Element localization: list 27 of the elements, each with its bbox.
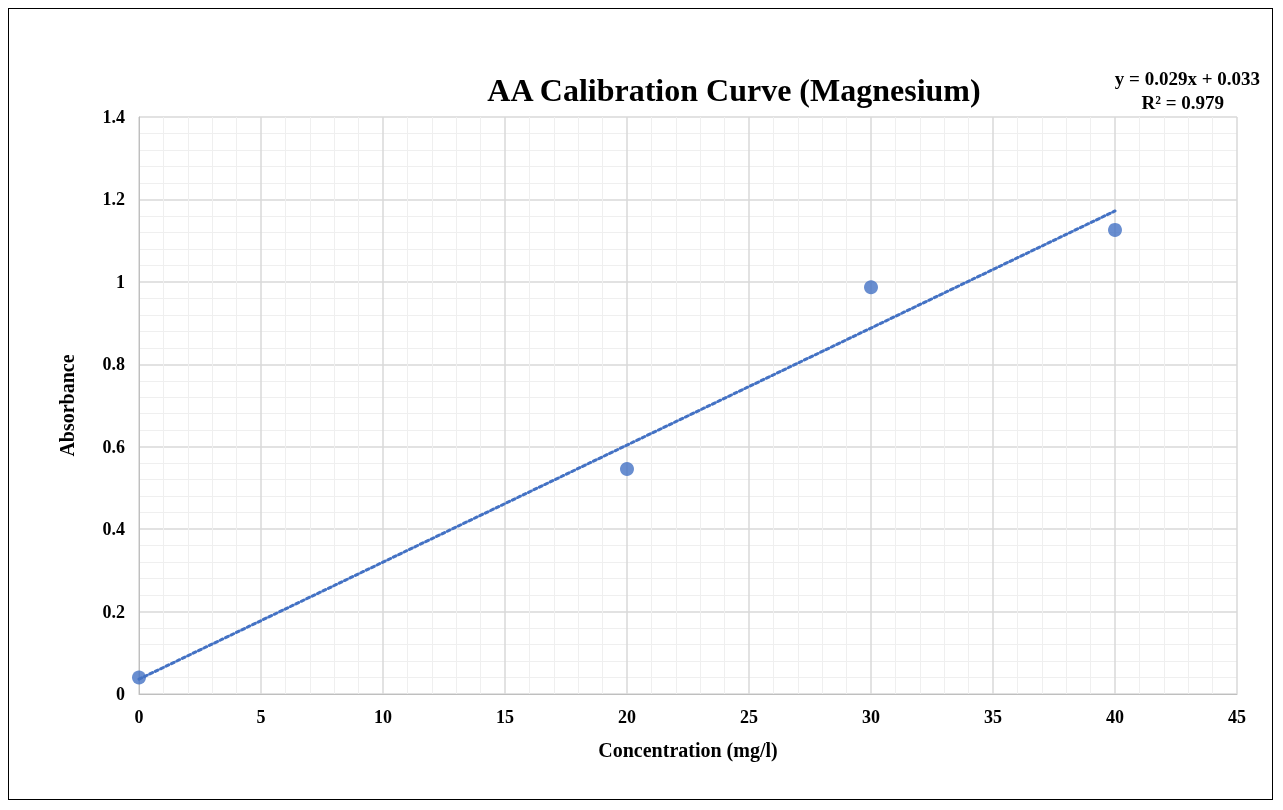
- x-tick-label: 15: [496, 707, 514, 727]
- text: R² = 0.979: [1141, 92, 1225, 113]
- x-tick-label: 5: [256, 707, 266, 727]
- y-tick-label: 0.6: [102, 436, 125, 457]
- x-tick-label: 10: [374, 707, 392, 727]
- text: y = 0.029x + 0.033: [1114, 68, 1260, 89]
- y-axis-title: Absorbance: [56, 354, 78, 457]
- x-tick-label: 45: [1228, 707, 1246, 727]
- x-axis-title: Concentration (mg/l): [598, 739, 778, 762]
- y-tick-label: 0.4: [102, 519, 125, 540]
- y-tick-label: 1: [116, 271, 125, 292]
- point: [1108, 222, 1122, 237]
- x-tick-label: 35: [984, 707, 1002, 727]
- point: [132, 670, 146, 685]
- x-tick-label: 25: [740, 707, 758, 727]
- y-tick-label: 0: [116, 684, 125, 704]
- x-tick-label: 20: [618, 707, 636, 727]
- y-tick-label: 1.4: [102, 107, 125, 127]
- x-tick-label: 40: [1106, 707, 1124, 727]
- y-tick-label: 1.2: [102, 189, 125, 210]
- point: [864, 280, 878, 295]
- x-tick-label: 0: [134, 707, 144, 727]
- x-tick-label: 30: [862, 707, 880, 727]
- y-tick-label: 0.2: [102, 601, 125, 622]
- y-tick-label: 0.8: [102, 354, 125, 375]
- chart-title: AA Calibration Curve (Magnesium): [487, 72, 981, 108]
- point: [620, 461, 634, 476]
